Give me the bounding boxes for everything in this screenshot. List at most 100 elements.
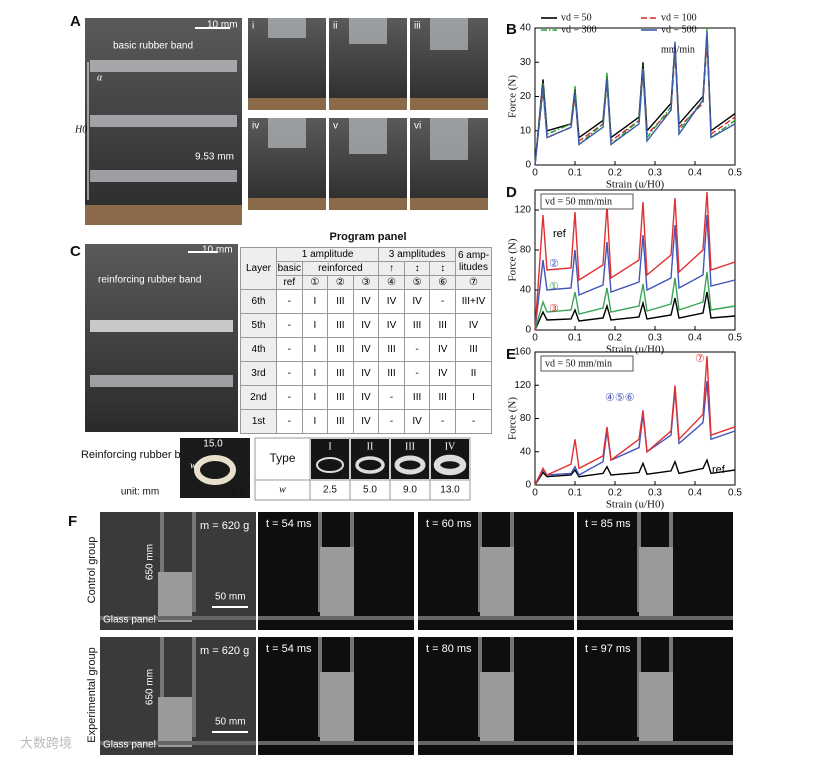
subpanel-label: iii bbox=[414, 21, 421, 32]
table-cell: III bbox=[455, 337, 492, 362]
w-value: 5.0 bbox=[363, 485, 377, 496]
photo-detail bbox=[158, 572, 192, 622]
annotation: vd = 50 mm/min bbox=[545, 358, 612, 369]
y-axis-label: Force (N) bbox=[507, 397, 519, 440]
table-cell: - bbox=[455, 409, 492, 434]
table-cell: I bbox=[301, 409, 329, 434]
photo-detail bbox=[480, 547, 514, 617]
header-cell: 1 amplitude bbox=[275, 247, 380, 262]
header-cell: ↕ bbox=[429, 261, 456, 276]
y-tick-label: 40 bbox=[520, 285, 532, 296]
photo-detail bbox=[268, 18, 306, 38]
table-cell: IV bbox=[429, 361, 456, 386]
photo-detail bbox=[158, 697, 192, 747]
x-axis-label: Strain (u/H0) bbox=[606, 179, 665, 191]
table-cell: IV bbox=[429, 337, 456, 362]
table-cell: I bbox=[301, 361, 329, 386]
time-label: t = 97 ms bbox=[585, 643, 631, 655]
subpanel-label: iv bbox=[252, 121, 259, 132]
y-tick-label: 0 bbox=[525, 325, 531, 336]
panel-letter: F bbox=[68, 513, 77, 530]
unit-label: unit: mm bbox=[121, 487, 159, 498]
dim-label: 1.2 bbox=[231, 488, 245, 499]
y-tick-label: 0 bbox=[525, 160, 531, 171]
band-title: Reinforcing rubber band bbox=[81, 449, 199, 461]
table-row: 3rd - I III IV III - IV II bbox=[240, 361, 492, 386]
series-label: ref bbox=[712, 464, 726, 476]
y-tick-label: 40 bbox=[520, 446, 532, 457]
photo-detail bbox=[329, 98, 407, 110]
photo-detail bbox=[160, 637, 164, 737]
y-tick-label: 160 bbox=[514, 347, 531, 358]
photo-detail bbox=[85, 205, 242, 225]
x-tick-label: 0.5 bbox=[728, 488, 742, 499]
y-axis-label: Force (N) bbox=[507, 238, 519, 281]
x-tick-label: 0.1 bbox=[568, 488, 582, 499]
x-tick-label: 0.3 bbox=[648, 488, 662, 499]
table-cell: III bbox=[378, 361, 405, 386]
table-cell: - bbox=[276, 313, 303, 338]
time-label: t = 54 ms bbox=[266, 518, 312, 530]
legend-label: vd = 100 bbox=[661, 12, 697, 23]
subpanel-label: ii bbox=[333, 21, 337, 32]
band-ring bbox=[394, 455, 426, 475]
row-label: Type bbox=[269, 451, 295, 465]
table-cell: ② bbox=[327, 275, 354, 290]
y-tick-label: 30 bbox=[520, 57, 532, 68]
y-tick-label: 20 bbox=[520, 91, 532, 102]
y-tick-label: 0 bbox=[525, 480, 531, 491]
band-ring bbox=[355, 456, 385, 474]
group-label: Experimental group bbox=[86, 647, 98, 742]
panel-letter: C bbox=[70, 243, 81, 260]
photo-detail bbox=[430, 18, 468, 50]
plot-frame bbox=[534, 189, 736, 331]
annotation-box bbox=[540, 193, 634, 210]
header-cell: ↕ bbox=[403, 261, 431, 276]
table-cell: I bbox=[301, 289, 329, 314]
subpanel-label: v bbox=[333, 121, 338, 132]
mass-label: m = 620 g bbox=[200, 645, 249, 657]
series-label: ① bbox=[549, 281, 559, 293]
photo-detail bbox=[410, 98, 488, 110]
photo-detail bbox=[320, 547, 354, 617]
photo-detail bbox=[349, 118, 387, 154]
photo-detail bbox=[192, 637, 196, 737]
photo-detail bbox=[160, 512, 164, 612]
height-label: 650 mm bbox=[145, 669, 156, 705]
table-cell: ③ bbox=[352, 275, 380, 290]
type-label: III bbox=[405, 441, 415, 452]
header-cell: Layer bbox=[240, 247, 277, 290]
subpanel-label: vi bbox=[414, 121, 421, 132]
scale-label: 50 mm bbox=[215, 592, 246, 603]
series-line bbox=[534, 291, 736, 331]
table-cell: - bbox=[276, 337, 303, 362]
subpanel-label: i bbox=[252, 21, 254, 32]
y-tick-label: 10 bbox=[520, 125, 532, 136]
table-row: 1st - I III IV - IV - - bbox=[240, 409, 492, 434]
table-cell: ⑦ bbox=[455, 275, 492, 290]
table-cell: IV bbox=[352, 385, 380, 410]
panel-letter: D bbox=[506, 184, 517, 201]
table-cell: III bbox=[327, 313, 354, 338]
table-cell: III bbox=[327, 385, 354, 410]
x-tick-label: 0.1 bbox=[568, 333, 582, 344]
table-cell: III bbox=[403, 313, 431, 338]
table-cell: ① bbox=[301, 275, 329, 290]
photo-detail bbox=[192, 512, 196, 612]
height-label: H0 bbox=[74, 124, 87, 135]
series-line bbox=[534, 27, 736, 166]
photo-detail bbox=[329, 198, 407, 210]
series-line bbox=[534, 381, 736, 486]
photo-detail bbox=[577, 741, 733, 745]
table-cell: 1st bbox=[240, 409, 277, 434]
table-cell: ⑤ bbox=[403, 275, 431, 290]
legend-label: vd = 500 bbox=[661, 24, 697, 35]
w-value: 9.0 bbox=[403, 485, 417, 496]
table-cell: III bbox=[327, 361, 354, 386]
header-cell: 6 amp-litudes bbox=[455, 247, 492, 276]
legend-label: vd = 50 bbox=[561, 12, 592, 23]
band-title-line: Reinforcing rubber band bbox=[81, 449, 199, 461]
time-label: t = 60 ms bbox=[426, 518, 472, 530]
x-tick-label: 0.4 bbox=[688, 488, 702, 499]
